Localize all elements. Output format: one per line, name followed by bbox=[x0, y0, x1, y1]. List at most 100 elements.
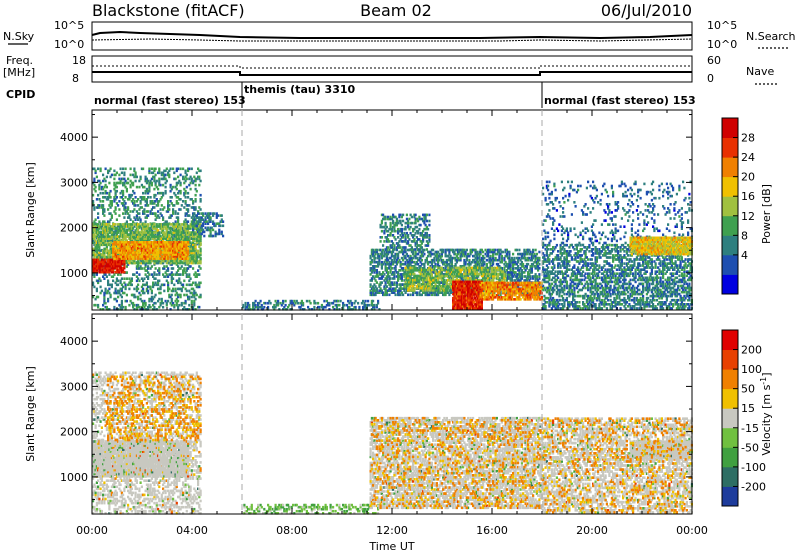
data-cell bbox=[162, 216, 164, 219]
data-cell bbox=[108, 288, 110, 291]
data-cell bbox=[105, 180, 107, 183]
data-cell bbox=[153, 306, 155, 309]
data-cell bbox=[121, 172, 123, 175]
data-cell bbox=[120, 273, 122, 276]
data-cell bbox=[153, 188, 155, 191]
data-cell bbox=[198, 273, 200, 276]
data-cell bbox=[165, 174, 167, 177]
data-cell bbox=[133, 200, 135, 203]
data-cell bbox=[183, 206, 185, 209]
data-cell bbox=[142, 192, 144, 195]
data-cell bbox=[200, 194, 202, 197]
data-cell bbox=[155, 168, 157, 171]
data-cell bbox=[182, 284, 184, 287]
freq-label-2: [MHz] bbox=[3, 66, 35, 79]
data-cell bbox=[106, 176, 108, 179]
data-cell bbox=[168, 174, 170, 177]
data-cell bbox=[181, 265, 183, 268]
data-cell bbox=[151, 182, 153, 185]
data-cell bbox=[155, 277, 157, 280]
data-cell bbox=[111, 174, 113, 177]
data-cell bbox=[130, 168, 132, 171]
freq-trace bbox=[92, 72, 692, 75]
data-cell bbox=[142, 288, 144, 291]
data-cell bbox=[186, 186, 188, 189]
data-cell bbox=[172, 277, 174, 280]
data-cell bbox=[200, 294, 202, 297]
data-cell bbox=[100, 280, 102, 283]
data-cell bbox=[135, 204, 137, 207]
data-cell bbox=[188, 296, 190, 299]
data-cell bbox=[155, 302, 157, 305]
data-cell bbox=[181, 204, 183, 207]
data-cell bbox=[121, 277, 123, 280]
data-cell bbox=[105, 302, 107, 305]
data-cell bbox=[95, 218, 97, 221]
data-cell bbox=[190, 265, 192, 268]
data-cell bbox=[180, 190, 182, 193]
nsearch-label: N.Search bbox=[746, 30, 796, 43]
data-cell bbox=[191, 178, 193, 181]
data-cell bbox=[122, 168, 124, 171]
data-cell bbox=[170, 168, 172, 171]
data-cell bbox=[130, 174, 132, 177]
data-cell bbox=[102, 192, 104, 195]
data-cell bbox=[137, 204, 139, 207]
data-cell bbox=[140, 294, 142, 297]
data-cell bbox=[151, 265, 153, 268]
data-cell bbox=[188, 304, 190, 307]
data-cell bbox=[165, 186, 167, 189]
data-cell bbox=[138, 273, 140, 276]
data-cell bbox=[116, 172, 118, 175]
data-cell bbox=[102, 200, 104, 203]
data-cell bbox=[126, 300, 128, 303]
data-cell bbox=[141, 206, 143, 209]
data-cell bbox=[116, 186, 118, 189]
data-cell bbox=[158, 178, 160, 181]
data-cell bbox=[141, 267, 143, 270]
data-cell bbox=[107, 298, 109, 301]
data-cell bbox=[100, 200, 102, 203]
data-cell bbox=[130, 210, 132, 213]
data-cell bbox=[165, 190, 167, 193]
data-cell bbox=[158, 267, 160, 270]
data-cell bbox=[196, 294, 198, 297]
data-cell bbox=[126, 277, 128, 280]
data-cell bbox=[196, 190, 198, 193]
beam-title: Beam 02 bbox=[360, 1, 432, 20]
date-title: 06/Jul/2010 bbox=[601, 1, 692, 20]
data-cell bbox=[116, 190, 118, 193]
data-cell bbox=[131, 284, 133, 287]
data-cell bbox=[97, 168, 99, 171]
data-cell bbox=[192, 267, 194, 270]
data-cell bbox=[126, 294, 128, 297]
data-cell bbox=[137, 288, 139, 291]
data-cell bbox=[97, 296, 99, 299]
freq-tick-low: 8 bbox=[72, 72, 79, 85]
data-cell bbox=[150, 196, 152, 199]
data-cell bbox=[162, 184, 164, 187]
nsearch-trace bbox=[92, 39, 692, 41]
data-cell bbox=[148, 273, 150, 276]
data-cell bbox=[143, 292, 145, 295]
data-cell bbox=[155, 267, 157, 270]
data-cell bbox=[173, 204, 175, 207]
data-cell bbox=[185, 196, 187, 199]
data-cell bbox=[163, 290, 165, 293]
data-cell bbox=[161, 298, 163, 301]
data-cell bbox=[180, 174, 182, 177]
data-cell bbox=[178, 277, 180, 280]
data-cell bbox=[103, 277, 105, 280]
data-cell bbox=[98, 204, 100, 207]
data-cell bbox=[126, 229, 128, 232]
data-cell bbox=[147, 290, 149, 293]
data-cell bbox=[192, 200, 194, 203]
data-cell bbox=[105, 168, 107, 171]
data-cell bbox=[100, 192, 102, 195]
data-cell bbox=[172, 267, 174, 270]
data-cell bbox=[125, 206, 127, 209]
data-cell bbox=[166, 180, 168, 183]
data-cell bbox=[143, 186, 145, 189]
data-cell bbox=[100, 250, 102, 253]
